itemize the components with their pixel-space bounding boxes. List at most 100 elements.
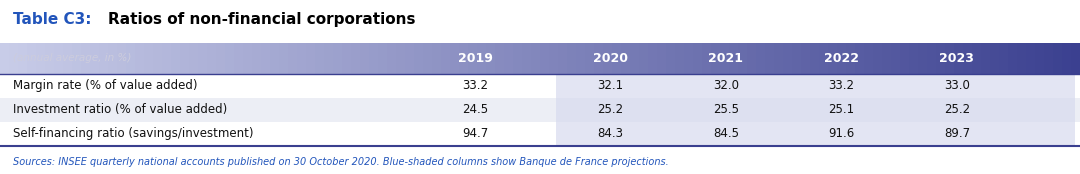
Text: 25.2: 25.2 [597,104,623,116]
Bar [0,43,9,74]
Bar [261,43,270,74]
Bar [270,43,279,74]
Bar [324,43,333,74]
Bar [702,43,711,74]
Bar [0,98,1080,122]
Bar [279,43,288,74]
Bar [999,43,1008,74]
Bar [441,43,450,74]
Bar [837,43,846,74]
Bar [1035,43,1044,74]
Bar [405,43,414,74]
Bar [45,43,54,74]
Bar [666,43,675,74]
Bar [9,43,18,74]
Bar [558,43,567,74]
Text: 91.6: 91.6 [828,128,854,140]
Bar [360,43,369,74]
Bar [81,43,90,74]
Text: 2022: 2022 [824,52,859,65]
Bar [72,43,81,74]
Bar [1071,43,1080,74]
Bar [549,43,558,74]
Bar [153,43,162,74]
Bar [693,43,702,74]
Text: 33.0: 33.0 [944,80,970,92]
Bar [243,43,252,74]
Bar [972,43,981,74]
Bar [990,43,999,74]
Bar [450,43,459,74]
Bar [657,43,666,74]
Bar [378,43,387,74]
Text: 94.7: 94.7 [462,128,488,140]
Text: 2020: 2020 [593,52,627,65]
Bar [171,43,180,74]
Bar [585,43,594,74]
Text: 2023: 2023 [940,52,974,65]
Bar [90,43,99,74]
Bar [36,43,45,74]
Bar [108,43,117,74]
Bar [531,43,540,74]
Bar [54,43,63,74]
Bar [686,74,815,146]
Bar [639,43,648,74]
Bar [963,43,972,74]
Bar [180,43,189,74]
Bar [27,43,36,74]
Bar [135,43,144,74]
Bar [459,43,468,74]
Text: Self-financing ratio (savings/investment): Self-financing ratio (savings/investment… [13,128,254,140]
Bar [556,74,686,146]
Bar [855,43,864,74]
Text: Ratios of non-financial corporations: Ratios of non-financial corporations [108,12,416,27]
Bar [936,43,945,74]
Bar [846,43,855,74]
Text: 33.2: 33.2 [462,80,488,92]
Bar [540,43,549,74]
Text: 84.5: 84.5 [713,128,739,140]
Bar [522,43,531,74]
Bar [747,43,756,74]
Text: 32.1: 32.1 [597,80,623,92]
Bar [0,122,1080,146]
Bar [126,43,135,74]
Bar [567,43,576,74]
Bar [927,43,936,74]
Text: Margin rate (% of value added): Margin rate (% of value added) [13,80,198,92]
Text: 33.2: 33.2 [828,80,854,92]
Bar [815,74,945,146]
Bar [945,74,1075,146]
Bar [252,43,261,74]
Bar [828,43,837,74]
Bar [720,43,729,74]
Text: 2019: 2019 [458,52,492,65]
Bar [900,43,909,74]
Bar [891,43,900,74]
Bar [684,43,693,74]
Bar [414,43,423,74]
Bar [918,43,927,74]
Bar [882,43,891,74]
Bar [621,43,630,74]
Bar [333,43,342,74]
Bar [576,43,585,74]
Bar [342,43,351,74]
Bar [369,43,378,74]
Bar [1017,43,1026,74]
Text: 32.0: 32.0 [713,80,739,92]
Bar [189,43,198,74]
Bar [729,43,738,74]
Bar [594,43,603,74]
Bar [675,43,684,74]
Text: 25.1: 25.1 [828,104,854,116]
Bar [783,43,792,74]
Bar [432,43,441,74]
Text: Investment ratio (% of value added): Investment ratio (% of value added) [13,104,227,116]
Bar [117,43,126,74]
Bar [297,43,306,74]
Bar [792,43,801,74]
Bar [351,43,360,74]
Bar [954,43,963,74]
